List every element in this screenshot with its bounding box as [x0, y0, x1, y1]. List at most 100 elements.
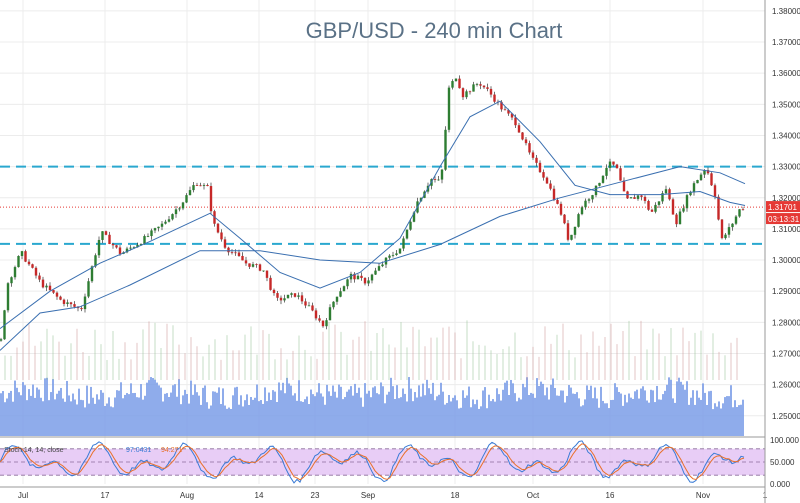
- candle-body: [710, 173, 713, 186]
- volume-bar: [480, 406, 482, 436]
- y-tick-label: 1.31000: [772, 225, 800, 234]
- volume-bar: [546, 387, 548, 436]
- volume-bar: [324, 404, 326, 436]
- candle-body: [622, 180, 626, 192]
- volume-bar: [668, 377, 670, 436]
- volume-bar: [300, 401, 302, 436]
- candle-body: [388, 255, 391, 258]
- volume-bar: [198, 395, 200, 436]
- volume-bar: [484, 387, 486, 436]
- candle-body: [360, 275, 363, 278]
- volume-bar: [702, 383, 704, 436]
- candle-body: [353, 273, 356, 280]
- volume-bar: [338, 384, 340, 436]
- volume-bar: [728, 396, 730, 436]
- x-tick-label: Nov: [696, 491, 710, 500]
- volume-bar: [180, 404, 182, 436]
- volume-bar: [188, 403, 190, 436]
- volume-bar: [374, 386, 376, 436]
- volume-bar: [516, 401, 518, 436]
- volume-bar: [446, 402, 448, 436]
- volume-bar: [742, 399, 744, 436]
- candle-body: [458, 78, 461, 89]
- candle-body: [409, 221, 412, 230]
- volume-bar: [678, 377, 680, 436]
- candle-body: [150, 230, 153, 237]
- volume-bar: [366, 393, 368, 436]
- volume-bar: [296, 400, 298, 436]
- volume-bar: [638, 398, 640, 436]
- candle-body: [0, 339, 3, 341]
- volume-bar: [424, 395, 426, 436]
- volume-bar: [376, 393, 378, 436]
- volume-bar: [736, 407, 738, 436]
- volume-bar: [386, 394, 388, 436]
- candle-body: [377, 266, 381, 271]
- volume-bar: [86, 385, 88, 436]
- candle-body: [83, 296, 87, 310]
- x-tick-label: 14: [255, 491, 264, 500]
- volume-bar: [340, 386, 342, 436]
- volume-bar: [200, 404, 202, 436]
- candle-body: [468, 91, 472, 93]
- candle-body: [528, 143, 531, 153]
- volume-bar: [36, 387, 38, 436]
- volume-bar: [648, 402, 650, 436]
- candle-body: [241, 255, 244, 261]
- candle-body: [230, 252, 234, 254]
- volume-bar: [408, 377, 410, 436]
- candle-body: [374, 270, 377, 275]
- candle-body: [192, 185, 195, 191]
- volume-bar: [106, 403, 108, 436]
- volume-bar: [312, 394, 314, 436]
- volume-bar: [672, 398, 674, 436]
- x-tick-label: 17: [101, 491, 110, 500]
- volume-bar: [400, 397, 402, 436]
- volume-bar: [260, 400, 262, 436]
- volume-bar: [342, 399, 344, 436]
- candle-body: [720, 219, 724, 239]
- y-tick-label: 1.36000: [772, 69, 800, 78]
- volume-bar: [298, 380, 300, 436]
- candle-body: [276, 293, 279, 298]
- volume-bar: [732, 407, 734, 436]
- candle-body: [118, 247, 122, 254]
- y-tick-label: 1.35000: [772, 100, 800, 109]
- volume-bar: [332, 385, 334, 436]
- volume-bar: [214, 391, 216, 436]
- volume-bar: [240, 395, 242, 436]
- candle-body: [45, 285, 48, 288]
- candle-body: [304, 301, 307, 306]
- candle-body: [657, 201, 661, 205]
- volume-bar: [202, 387, 204, 436]
- volume-bar: [124, 394, 126, 436]
- volume-bar: [412, 401, 414, 436]
- candle-body: [517, 125, 521, 133]
- candle-body: [577, 214, 580, 227]
- volume-bar: [624, 394, 626, 436]
- y-tick-label: 1.28000: [772, 318, 800, 327]
- candle-body: [706, 170, 710, 174]
- candle-body: [524, 139, 528, 144]
- volume-bar: [220, 404, 222, 436]
- volume-bar: [592, 398, 594, 436]
- volume-bar: [164, 393, 166, 436]
- volume-bar: [28, 389, 30, 436]
- volume-bar: [538, 385, 540, 436]
- volume-bar: [110, 406, 112, 436]
- volume-bar: [364, 383, 366, 436]
- volume-bar: [616, 387, 618, 436]
- candle-body: [535, 157, 538, 163]
- volume-bar: [666, 384, 668, 436]
- volume-bar: [726, 396, 728, 436]
- candle-body: [367, 280, 370, 284]
- volume-bar: [136, 397, 138, 436]
- candle-body: [153, 228, 157, 231]
- volume-bar: [116, 390, 118, 436]
- volume-bar: [380, 382, 382, 436]
- candle-body: [265, 270, 269, 278]
- volume-bar: [582, 405, 584, 436]
- volume-bar: [310, 389, 312, 436]
- volume-bar: [512, 383, 514, 436]
